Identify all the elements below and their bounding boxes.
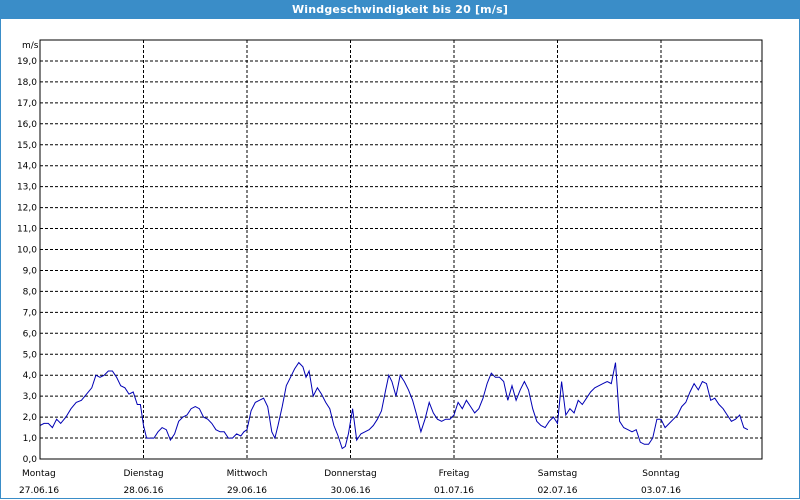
x-tick-label-day: Sonntag (642, 469, 679, 479)
y-tick-label: 19,0 (17, 57, 37, 67)
x-tick-label-date: 30.06.16 (330, 486, 370, 496)
y-tick-label: 4,0 (23, 371, 38, 381)
x-tick-label-day: Donnerstag (324, 469, 377, 479)
y-tick-label: 2,0 (23, 413, 38, 423)
y-tick-label: 15,0 (17, 141, 37, 151)
x-tick-label-day: Montag (22, 469, 56, 479)
y-tick-label: 17,0 (17, 99, 37, 109)
x-tick-label-date: 02.07.16 (537, 486, 577, 496)
x-tick-label-date: 27.06.16 (19, 486, 59, 496)
y-tick-label: 10,0 (17, 246, 37, 256)
y-tick-label: 0,0 (23, 455, 38, 465)
y-tick-label: 8,0 (23, 287, 38, 297)
x-tick-label-day: Mittwoch (227, 469, 268, 479)
y-tick-label: 12,0 (17, 204, 37, 214)
y-tick-label: 5,0 (23, 350, 38, 360)
y-tick-label: 6,0 (23, 329, 38, 339)
y-tick-label: 13,0 (17, 183, 37, 193)
x-tick-label-day: Freitag (439, 469, 470, 479)
y-tick-label: 14,0 (17, 162, 37, 172)
grid (40, 39, 762, 459)
x-tick-label-date: 01.07.16 (434, 486, 474, 496)
chart-title: Windgeschwindigkeit bis 20 [m/s] (0, 0, 800, 19)
y-tick-label: 1,0 (23, 434, 38, 444)
y-tick-labels: 0,0 1,0 2,0 3,0 4,0 5,0 6,0 7,0 8,0 9,0 10,0 11,0 12… (17, 57, 37, 465)
y-tick-label: 3,0 (23, 392, 38, 402)
y-axis-unit-label: m/s (22, 41, 39, 51)
series-line-wind-speed (39, 361, 749, 450)
y-tick-label: 11,0 (17, 225, 37, 235)
series-group (39, 361, 749, 450)
x-tick-labels: Montag 27.06.16 Dienstag 28.06.16 Mittwoch 29… (19, 469, 681, 496)
x-tick-label-day: Samstag (538, 469, 577, 479)
plot-area-border (39, 39, 763, 460)
y-tick-label: 16,0 (17, 120, 37, 130)
x-tick-label-date: 29.06.16 (227, 486, 267, 496)
y-tick-label: 7,0 (23, 308, 38, 318)
y-tick-label: 18,0 (17, 78, 37, 88)
x-tick-label-date: 28.06.16 (123, 486, 163, 496)
x-tick-label-date: 03.07.16 (641, 486, 681, 496)
y-tick-label: 9,0 (23, 266, 38, 276)
x-tick-label-day: Dienstag (123, 469, 163, 479)
